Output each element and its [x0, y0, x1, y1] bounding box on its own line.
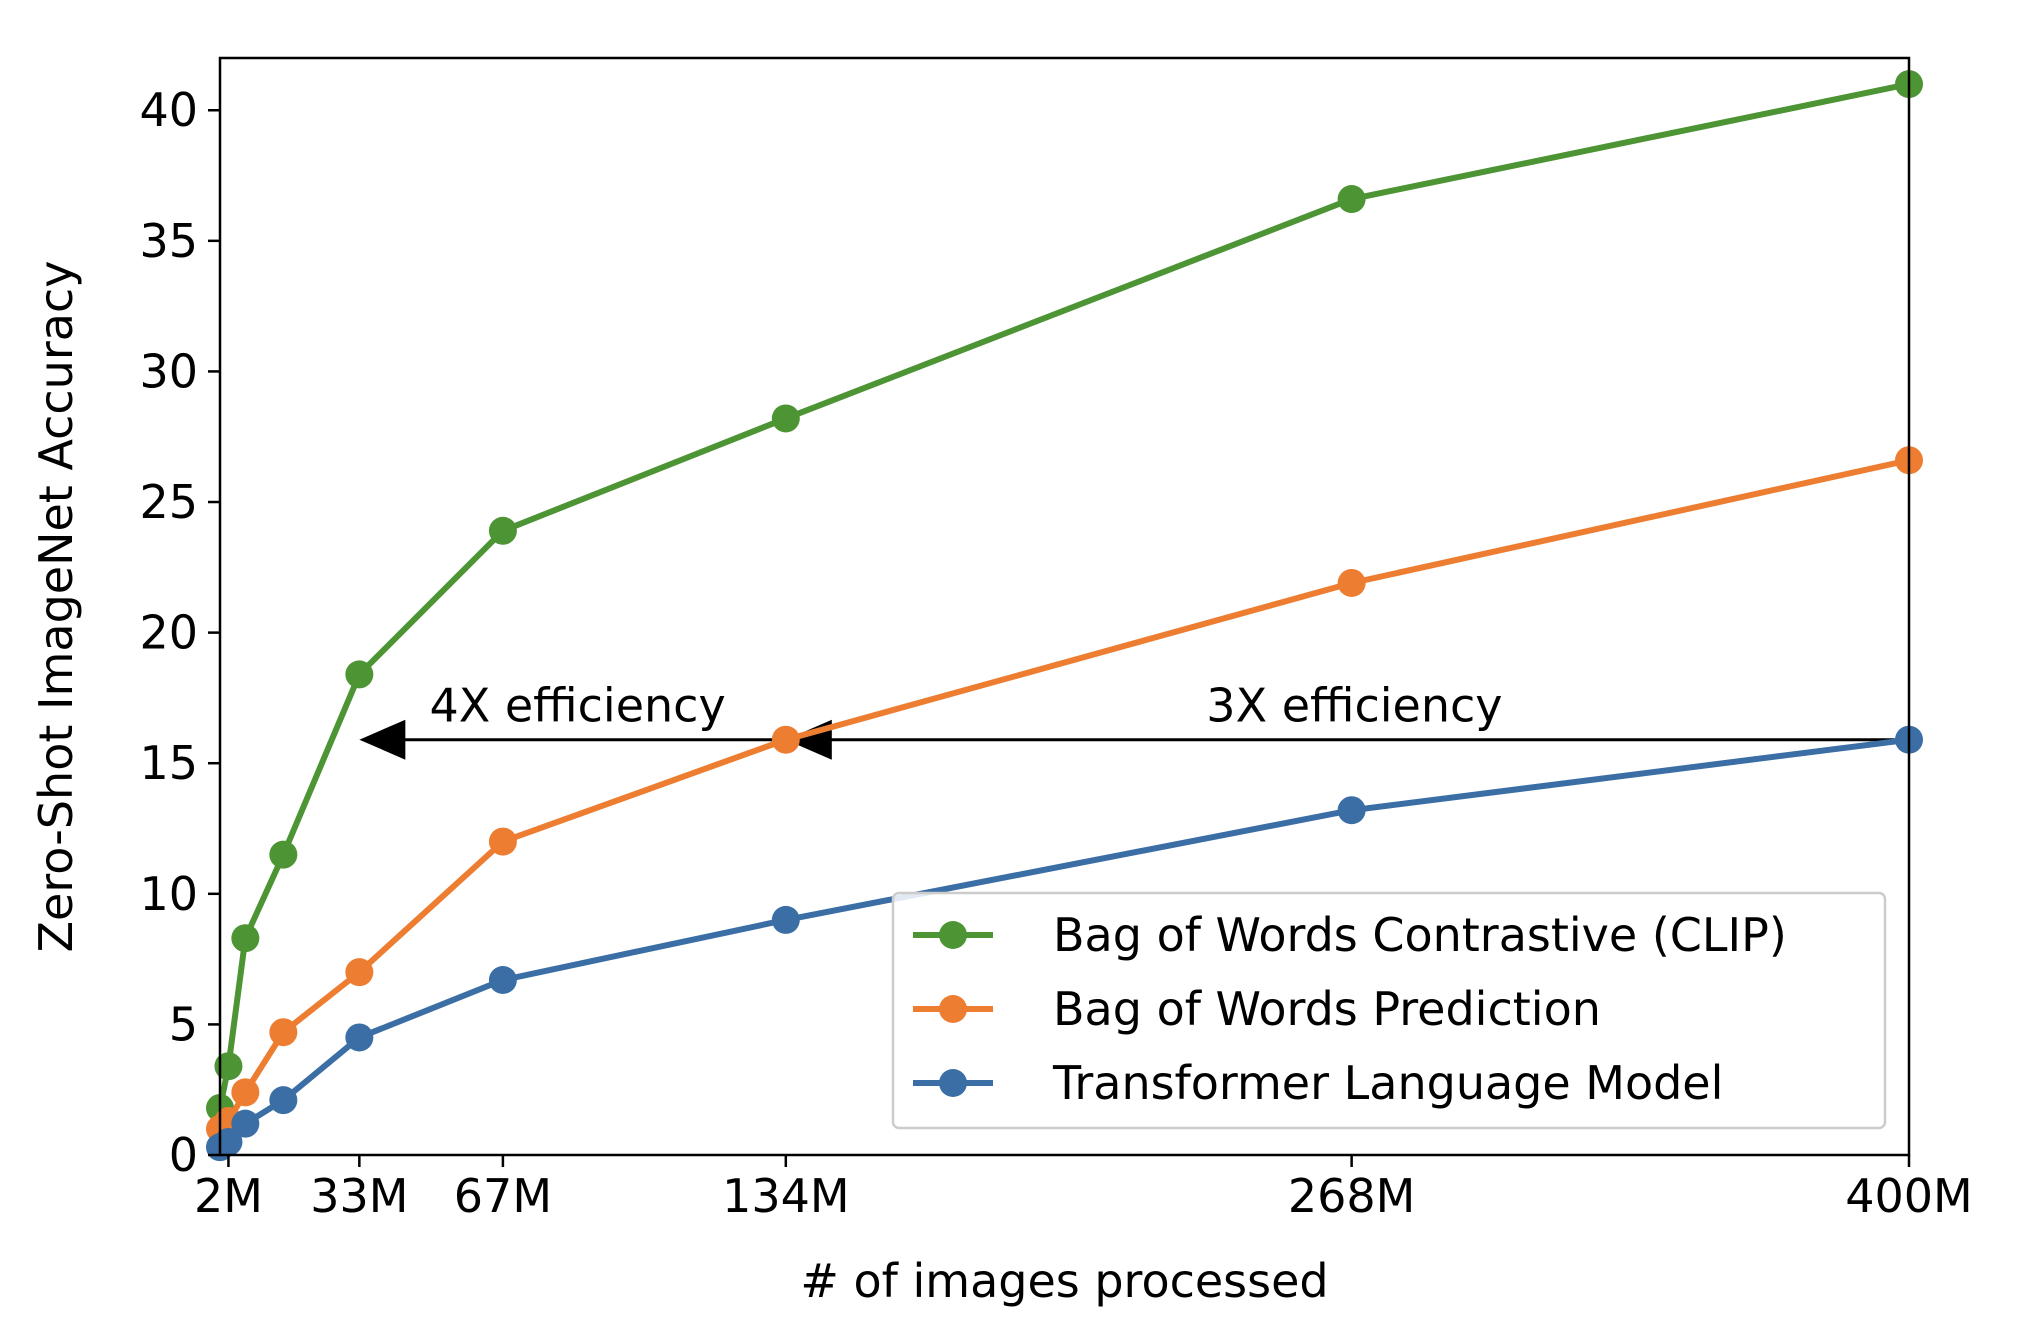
data-point: [231, 1109, 260, 1138]
data-point: [488, 827, 517, 856]
y-tick-label: 0: [169, 1128, 198, 1182]
efficiency-annotations: 4X efficiency 3X efficiency: [359, 679, 1909, 760]
y-tick-label: 40: [139, 83, 198, 137]
efficiency-arrow-head: [359, 719, 406, 760]
legend-label: Bag of Words Prediction: [1053, 982, 1601, 1036]
x-tick-label: 400M: [1845, 1169, 1973, 1223]
plot-frame: [218, 56, 1911, 1157]
y-tick-label: 5: [169, 997, 198, 1051]
legend-label: Bag of Words Contrastive (CLIP): [1053, 908, 1787, 962]
data-point: [231, 1078, 260, 1107]
legend: Bag of Words Contrastive (CLIP) Bag of Wo…: [891, 891, 1887, 1130]
data-point: [1337, 185, 1366, 214]
legend-marker: [939, 1069, 967, 1097]
data-point: [345, 958, 374, 987]
data-point: [771, 725, 800, 754]
x-tick-label: 33M: [310, 1169, 408, 1223]
data-point: [771, 404, 800, 433]
efficiency-annotation-label: 4X efficiency: [429, 679, 725, 733]
data-point: [488, 516, 517, 545]
data-point: [345, 1023, 374, 1052]
data-point: [345, 660, 374, 689]
efficiency-annotation-label: 3X efficiency: [1206, 679, 1502, 733]
x-tick-label: 67M: [454, 1169, 552, 1223]
y-tick-label: 35: [139, 214, 198, 268]
axes-group: 2M 33M 67M 134M 268M 400M 0 5 10 15 20 25 30 35 40: [139, 56, 1973, 1223]
data-point: [269, 1018, 298, 1047]
y-tick-label: 10: [139, 867, 198, 921]
legend-marker: [939, 995, 967, 1023]
y-axis-label: Zero-Shot ImageNet Accuracy: [29, 261, 83, 953]
data-point: [1337, 796, 1366, 825]
y-tick-label: 30: [139, 344, 198, 398]
y-tick-label: 20: [139, 606, 198, 660]
data-point: [269, 1086, 298, 1115]
data-point: [231, 924, 260, 953]
y-tick-label: 25: [139, 475, 198, 529]
legend-marker: [939, 921, 967, 949]
data-point: [214, 1052, 243, 1081]
data-point: [269, 840, 298, 869]
y-tick-label: 15: [139, 736, 198, 790]
data-point: [771, 905, 800, 934]
x-tick-label: 134M: [722, 1169, 850, 1223]
x-tick-label: 2M: [194, 1169, 263, 1223]
x-axis-label: # of images processed: [800, 1254, 1328, 1308]
data-point: [214, 1127, 243, 1156]
x-tick-label: 268M: [1288, 1169, 1416, 1223]
data-point: [488, 966, 517, 995]
legend-label: Transformer Language Model: [1052, 1056, 1723, 1110]
legend-box: [891, 891, 1887, 1130]
data-point: [1337, 568, 1366, 597]
